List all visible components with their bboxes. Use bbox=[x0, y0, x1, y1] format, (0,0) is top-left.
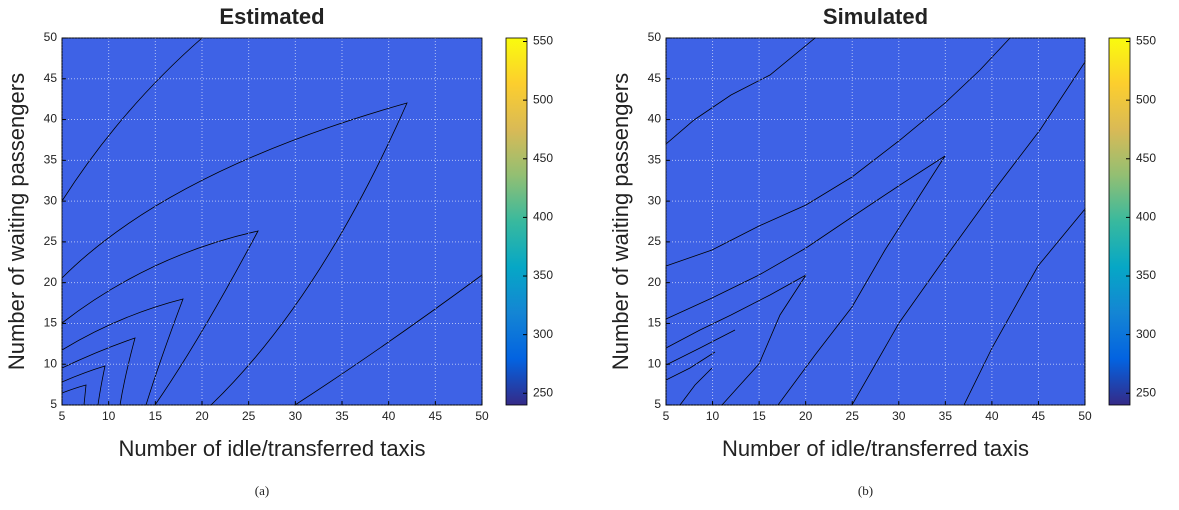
contour-line bbox=[61, 337, 136, 406]
caption: (b) bbox=[858, 483, 873, 498]
y-tick-label: 25 bbox=[44, 234, 58, 248]
colorbar-tick-label: 250 bbox=[533, 385, 553, 399]
colorbar-tick-label: 450 bbox=[533, 151, 553, 165]
y-tick-label: 20 bbox=[648, 275, 662, 289]
axes-frame bbox=[665, 37, 1086, 406]
contour-region bbox=[62, 38, 482, 405]
y-tick-label: 40 bbox=[648, 112, 662, 126]
colorbar-tick-label: 550 bbox=[1136, 34, 1156, 48]
x-tick-label: 20 bbox=[799, 409, 813, 423]
x-tick-label: 50 bbox=[475, 409, 489, 423]
y-tick-label: 15 bbox=[44, 316, 58, 330]
caption: (a) bbox=[255, 483, 269, 498]
colorbar-tick-label: 500 bbox=[1136, 92, 1156, 106]
colorbar-tick-label: 450 bbox=[1136, 151, 1156, 165]
x-axis-label: Number of idle/transferred taxis bbox=[119, 436, 426, 461]
x-tick-label: 15 bbox=[149, 409, 163, 423]
contour-region bbox=[61, 102, 408, 406]
x-tick-label: 30 bbox=[289, 409, 303, 423]
x-tick-label: 10 bbox=[102, 409, 116, 423]
y-axis-label: Number of waiting passengers bbox=[608, 73, 633, 370]
y-tick-label: 15 bbox=[648, 316, 662, 330]
y-tick-label: 35 bbox=[44, 153, 58, 167]
x-tick-label: 5 bbox=[59, 409, 66, 423]
x-tick-label: 40 bbox=[382, 409, 396, 423]
colorbar-tick-label: 400 bbox=[1136, 210, 1156, 224]
chart-title: Simulated bbox=[823, 4, 928, 29]
contour-line bbox=[665, 329, 736, 406]
colorbar-tick-label: 350 bbox=[1136, 268, 1156, 282]
panel bbox=[61, 37, 483, 406]
overlay: 5 10 15 20 25 30 35 40 45 50 5 10 15 20 25 30 35 40 45 50 Es… bbox=[4, 4, 1157, 498]
x-tick-label: 5 bbox=[663, 409, 670, 423]
x-tick-label: 20 bbox=[195, 409, 209, 423]
contour-region bbox=[61, 37, 204, 203]
x-axis-label: Number of idle/transferred taxis bbox=[722, 436, 1029, 461]
colorbar-tick-label: 500 bbox=[533, 92, 553, 106]
chart-title: Estimated bbox=[219, 4, 324, 29]
y-tick-label: 35 bbox=[648, 153, 662, 167]
colorbar-tick-label: 400 bbox=[533, 210, 553, 224]
y-tick-label: 50 bbox=[44, 30, 58, 44]
colorbar-tick-label: 300 bbox=[1136, 327, 1156, 341]
y-axis-label: Number of waiting passengers bbox=[4, 73, 29, 370]
y-tick-label: 10 bbox=[44, 356, 58, 370]
panel bbox=[665, 37, 1086, 406]
contour-region bbox=[61, 298, 184, 406]
x-tick-label: 45 bbox=[1032, 409, 1046, 423]
contour-region bbox=[293, 274, 483, 406]
y-tick-label: 20 bbox=[44, 275, 58, 289]
y-tick-label: 5 bbox=[50, 397, 57, 411]
x-tick-label: 15 bbox=[752, 409, 766, 423]
y-tick-label: 5 bbox=[654, 397, 661, 411]
colorbar-tick-label: 350 bbox=[533, 268, 553, 282]
y-tick-label: 30 bbox=[44, 193, 58, 207]
y-tick-label: 40 bbox=[44, 112, 58, 126]
contour-region bbox=[665, 155, 946, 406]
y-tick-label: 25 bbox=[648, 234, 662, 248]
colorbar-tick-label: 550 bbox=[533, 34, 553, 48]
axes-frame bbox=[61, 37, 483, 406]
x-tick-label: 40 bbox=[985, 409, 999, 423]
colorbar bbox=[1108, 37, 1131, 406]
contour-region bbox=[666, 38, 1085, 405]
x-tick-label: 25 bbox=[846, 409, 860, 423]
x-tick-label: 30 bbox=[892, 409, 906, 423]
x-tick-label: 45 bbox=[429, 409, 443, 423]
colorbar-tick-label: 250 bbox=[1136, 385, 1156, 399]
x-tick-label: 10 bbox=[706, 409, 720, 423]
y-tick-label: 10 bbox=[648, 356, 662, 370]
y-tick-label: 50 bbox=[648, 30, 662, 44]
colorbar bbox=[505, 37, 528, 406]
colorbar-tick-label: 300 bbox=[533, 327, 553, 341]
x-tick-label: 35 bbox=[939, 409, 953, 423]
y-tick-label: 45 bbox=[648, 71, 662, 85]
y-tick-label: 45 bbox=[44, 71, 58, 85]
x-tick-label: 35 bbox=[335, 409, 349, 423]
x-tick-label: 25 bbox=[242, 409, 256, 423]
x-tick-label: 50 bbox=[1078, 409, 1092, 423]
y-tick-label: 30 bbox=[648, 193, 662, 207]
